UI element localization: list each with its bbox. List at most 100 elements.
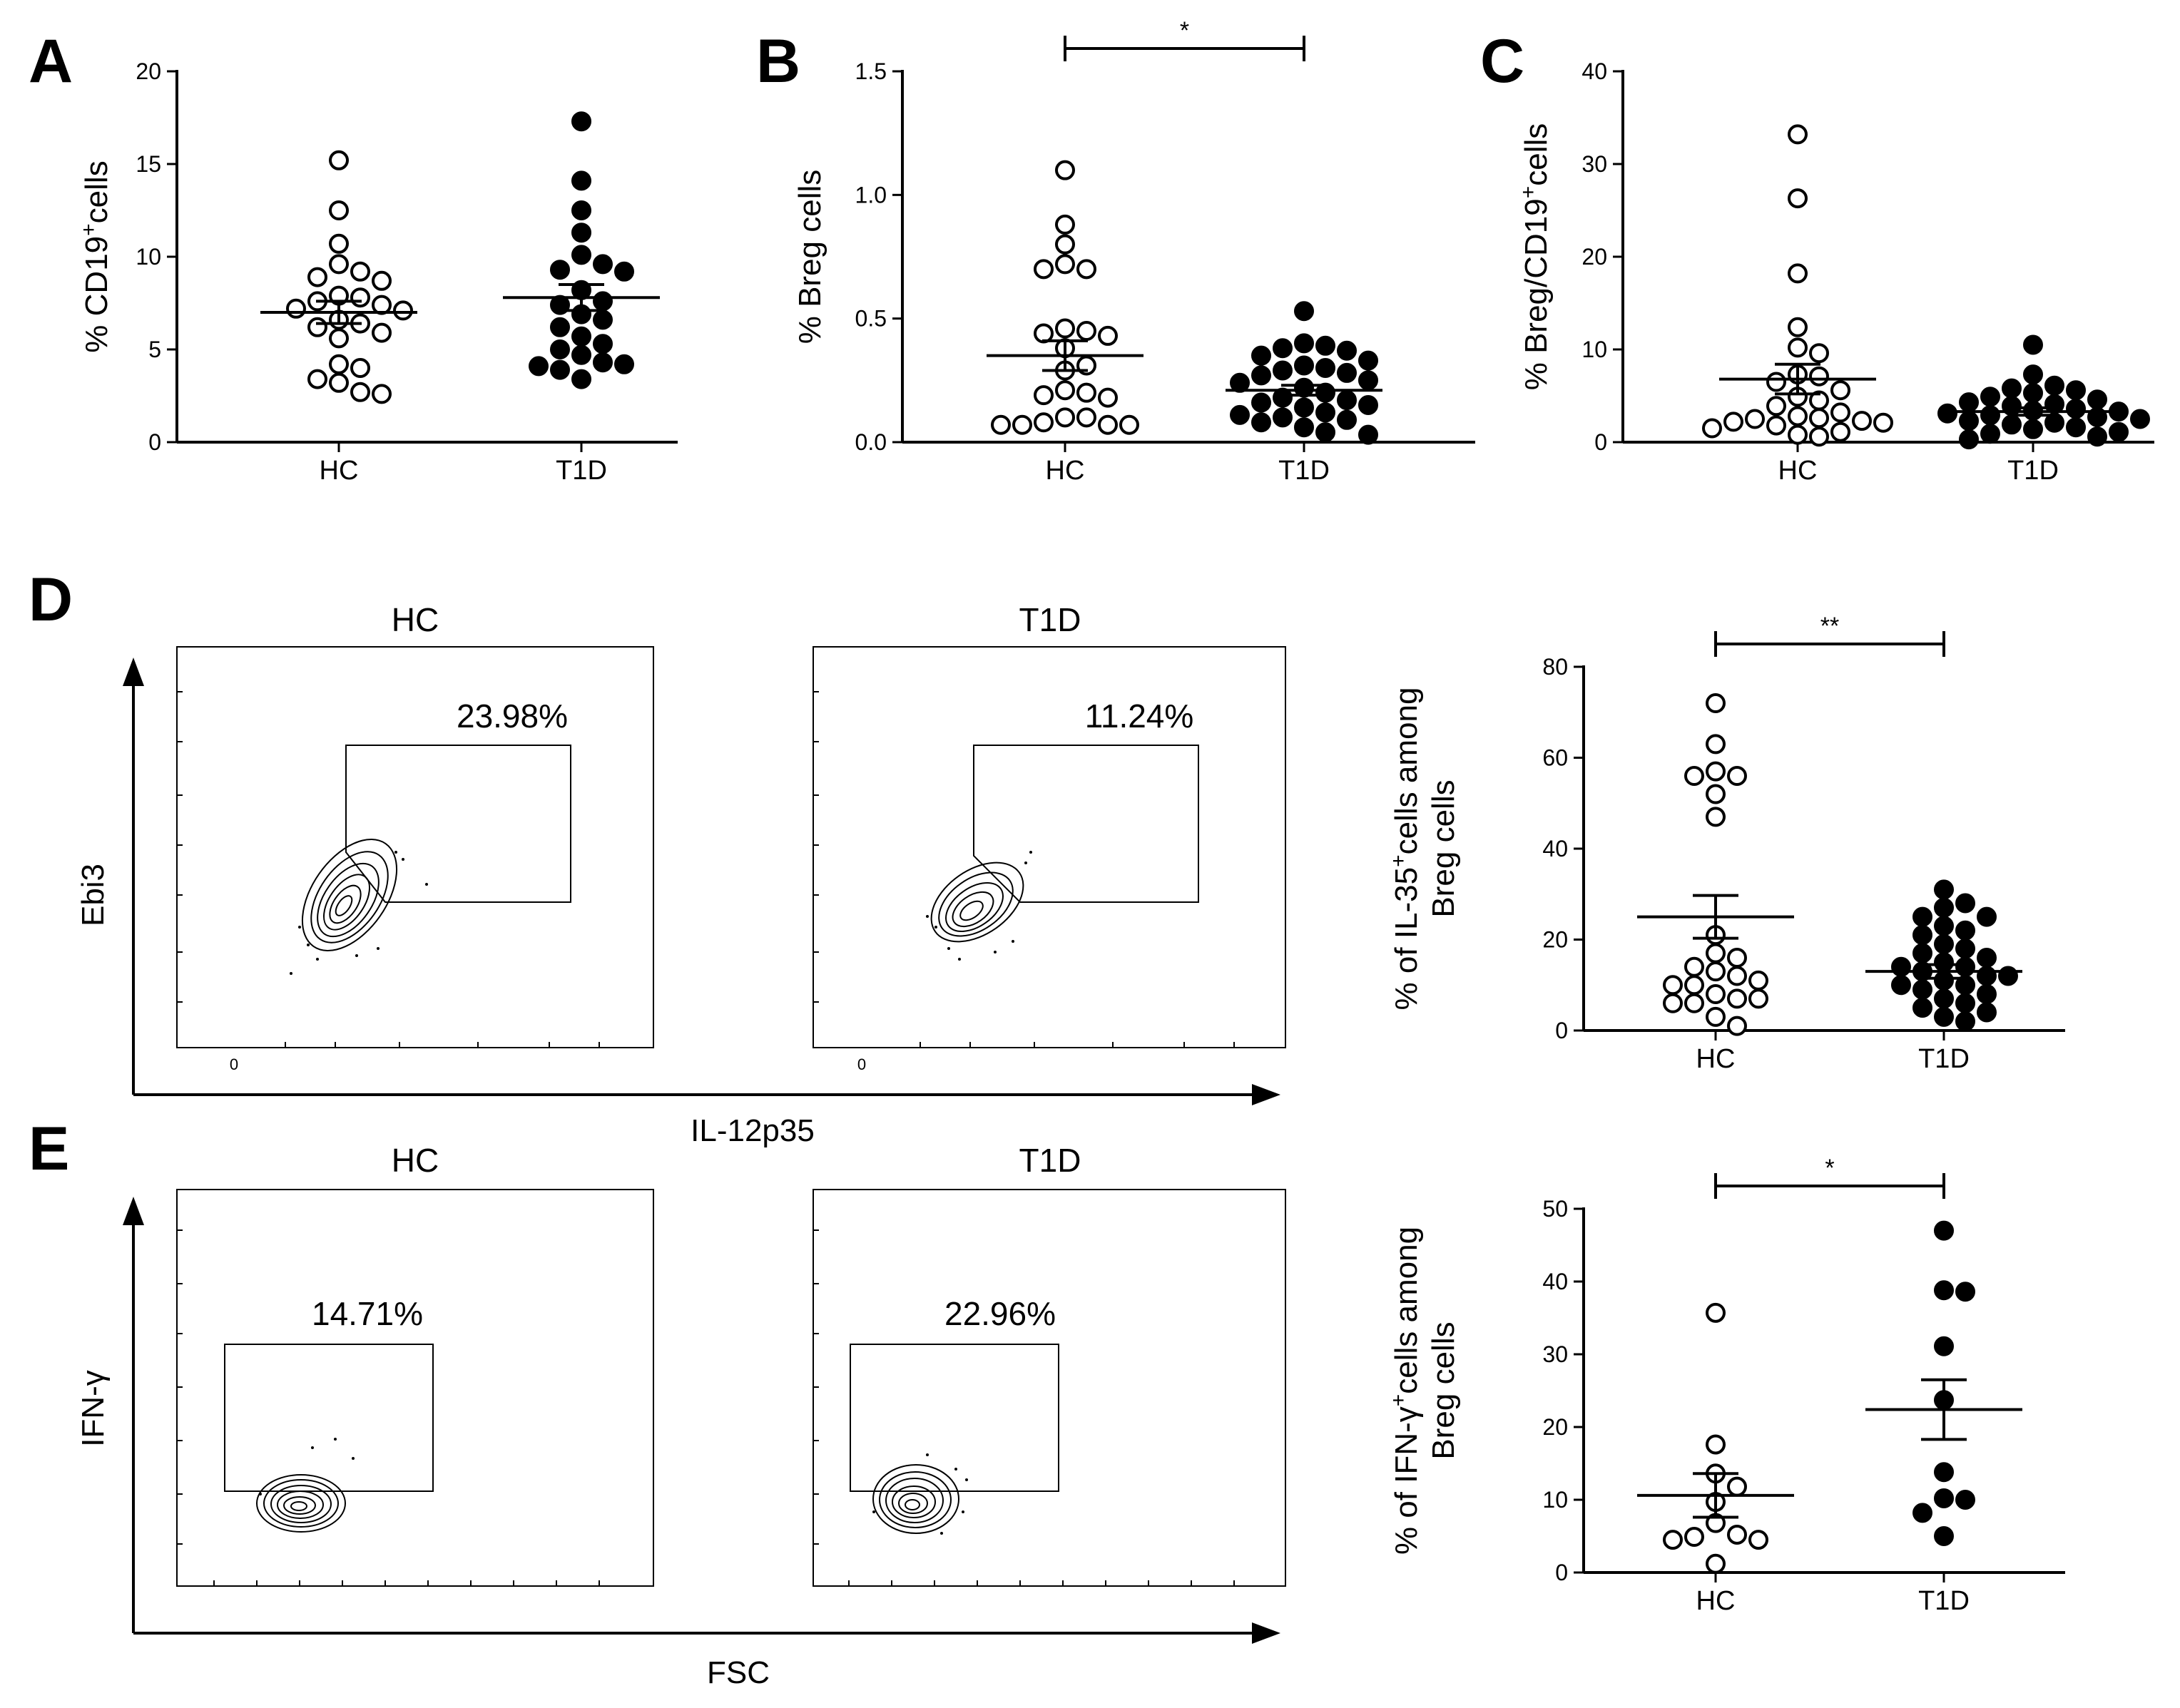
y-tick-label-E: 10	[1542, 1487, 1568, 1513]
y-tick-label-E: 50	[1542, 1196, 1568, 1222]
flow-E-hc-ticks	[177, 1229, 600, 1586]
data-point-A-T1D	[550, 317, 570, 337]
data-point-D-T1D	[1912, 998, 1932, 1018]
data-point-B-T1D	[1337, 409, 1357, 430]
data-point-C-HC	[1788, 406, 1808, 426]
data-point-D-HC	[1727, 948, 1747, 968]
data-point-C-T1D	[1980, 405, 2000, 426]
data-point-B-T1D	[1358, 395, 1378, 415]
data-point-A-HC	[286, 298, 306, 319]
data-point-D-T1D	[1934, 988, 1954, 1009]
category-label-B: T1D	[1278, 456, 1330, 486]
data-point-D-T1D	[1955, 956, 1975, 977]
flow-E-t1d-gate-pct: 22.96%	[944, 1295, 1056, 1332]
flow-E-t1d-title: T1D	[1019, 1142, 1081, 1179]
y-tick-label-D: 60	[1542, 745, 1568, 771]
data-point-A-HC	[329, 328, 349, 349]
data-point-D-T1D	[1891, 956, 1911, 977]
flow-D-hc-events	[290, 851, 428, 975]
data-point-A-T1D	[593, 310, 613, 330]
data-point-C-T1D	[2023, 364, 2043, 385]
data-point-E-T1D	[1955, 1282, 1975, 1302]
data-point-C-HC	[1809, 366, 1829, 387]
data-point-D-T1D	[1891, 975, 1911, 996]
data-point-A-HC	[329, 233, 349, 254]
data-point-D-HC	[1663, 993, 1683, 1013]
data-point-A-HC	[350, 287, 370, 308]
category-label-A: HC	[320, 456, 359, 486]
data-point-C-HC	[1723, 411, 1743, 432]
data-point-C-T1D	[2023, 383, 2043, 404]
data-point-B-T1D	[1358, 424, 1378, 445]
data-point-B-T1D	[1273, 360, 1293, 381]
data-point-D-HC	[1706, 961, 1726, 982]
data-point-B-T1D	[1230, 404, 1250, 425]
data-point-B-HC	[1055, 160, 1075, 180]
data-point-C-T1D	[2002, 378, 2022, 399]
flow-D-x-arrow	[1252, 1084, 1280, 1105]
y-axis-label-C: % Breg/CD19+cells	[1517, 123, 1554, 391]
flow-E-hc-events	[259, 1438, 355, 1495]
data-point-B-T1D	[1273, 338, 1293, 359]
data-point-A-T1D	[571, 344, 591, 365]
y-tick-label-A: 10	[136, 244, 161, 270]
data-point-C-HC	[1788, 424, 1808, 445]
data-point-B-T1D	[1251, 345, 1271, 366]
flow-E-t1d-contour	[872, 1464, 959, 1534]
data-point-D-HC	[1706, 693, 1726, 713]
data-point-B-T1D	[1337, 390, 1357, 411]
data-point-E-HC	[1706, 1302, 1726, 1323]
data-point-C-T1D	[2087, 389, 2107, 410]
flow-E-t1d-frame	[813, 1189, 1286, 1587]
scatter-panel-A: 0 5 10 15 20 HC T1D % CD19+cells	[77, 58, 678, 486]
data-point-D-T1D	[1977, 906, 1997, 927]
y-tick-label-A: 15	[136, 151, 161, 177]
data-point-C-T1D	[2002, 414, 2022, 435]
data-point-A-T1D	[529, 356, 549, 377]
data-point-D-HC	[1684, 956, 1704, 977]
flow-E-hc-title: HC	[392, 1142, 439, 1179]
data-point-D-T1D	[1934, 897, 1954, 918]
data-point-A-HC	[372, 322, 392, 343]
flow-D-t1d-ticks	[813, 691, 1235, 1048]
y-axis-label-sup: +	[1387, 1394, 1410, 1407]
scatter-panel-E: 0 10 20 30 40 50 HC T1D % of IFN-γ+cells among Br…	[1387, 1155, 2065, 1616]
flow-E-t1d-gate	[850, 1344, 1059, 1492]
data-point-C-T1D	[2023, 419, 2043, 439]
data-point-A-T1D	[593, 352, 613, 373]
data-point-B-T1D	[1294, 301, 1314, 322]
data-point-D-T1D	[1955, 939, 1975, 959]
data-point-B-T1D	[1315, 335, 1335, 356]
flow-D-t1d-contour	[930, 861, 1024, 943]
y-tick-label-E: 40	[1542, 1269, 1568, 1294]
y-tick-label-C: 30	[1581, 151, 1607, 177]
flow-E-t1d-events	[872, 1453, 968, 1535]
data-point-B-HC	[1012, 414, 1032, 435]
data-point-C-HC	[1830, 402, 1850, 423]
data-point-A-T1D	[571, 369, 591, 389]
data-point-D-T1D	[1934, 879, 1954, 900]
data-point-C-HC	[1809, 426, 1829, 447]
data-point-B-T1D	[1251, 392, 1271, 413]
data-point-B-HC	[1055, 234, 1075, 255]
y-axis-label-main: % of IL-35	[1389, 867, 1424, 1011]
y-axis-label-suffix: cells among	[1389, 1227, 1424, 1394]
y-tick-label-D: 40	[1542, 836, 1568, 861]
category-label-E: HC	[1696, 1586, 1736, 1616]
data-point-C-HC	[1766, 372, 1786, 392]
y-tick-label-B: 1.0	[855, 182, 887, 208]
data-point-C-T1D	[1959, 411, 1979, 431]
data-point-C-T1D	[2066, 380, 2086, 401]
data-point-C-HC	[1809, 408, 1829, 429]
data-point-C-T1D	[2109, 421, 2129, 442]
flow-E-t1d-ticks	[813, 1229, 1235, 1586]
data-point-D-HC	[1684, 766, 1704, 786]
data-point-A-HC	[350, 261, 370, 282]
data-point-D-T1D	[1977, 1002, 1997, 1023]
data-point-D-T1D	[1955, 1011, 1975, 1032]
data-point-C-T1D	[1980, 387, 2000, 407]
data-point-D-HC	[1748, 970, 1768, 991]
significance-label-B: *	[1180, 17, 1189, 44]
y-axis-label-main: % CD19	[79, 236, 114, 353]
data-point-B-HC	[1055, 254, 1075, 275]
